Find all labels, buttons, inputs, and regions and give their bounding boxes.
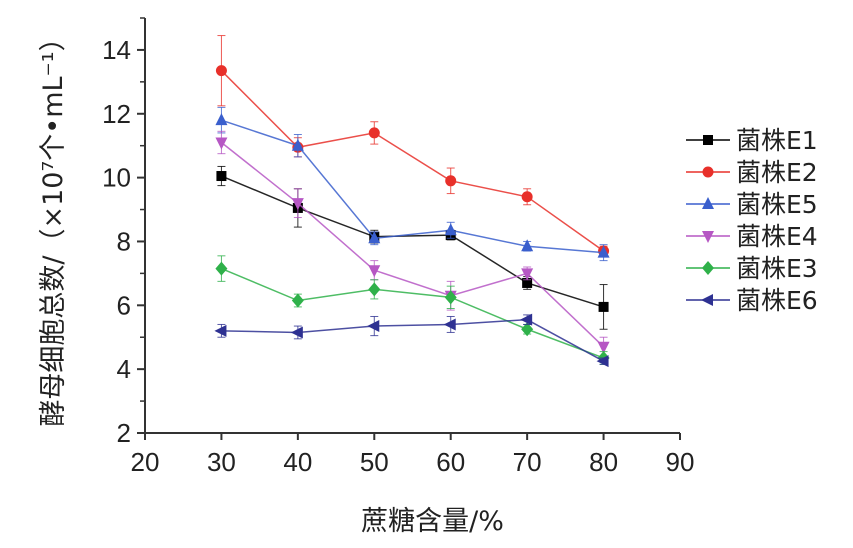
- legend-item: 菌株E1: [686, 126, 818, 155]
- data-point: [596, 355, 609, 368]
- data-point: [215, 65, 227, 77]
- series-line: [220, 141, 605, 348]
- legend-item: 菌株E2: [686, 158, 818, 187]
- y-tick-label: 12: [102, 99, 131, 129]
- series-菌株E4: [215, 130, 610, 357]
- data-point: [291, 198, 304, 211]
- x-tick-label: 30: [207, 447, 236, 477]
- data-point: [597, 245, 610, 258]
- legend-item: 菌株E5: [686, 190, 818, 219]
- data-point: [701, 294, 713, 306]
- legend-item: 菌株E4: [686, 222, 818, 251]
- x-axis-title: 蔗糖含量/%: [361, 506, 504, 537]
- data-point: [368, 231, 381, 244]
- data-point: [215, 113, 228, 126]
- legend-item: 菌株E6: [686, 286, 818, 315]
- series-line: [220, 70, 605, 252]
- legend-label: 菌株E3: [736, 254, 818, 283]
- data-point: [291, 138, 304, 151]
- data-point: [444, 290, 457, 305]
- y-tick-label: 2: [117, 418, 131, 448]
- y-tick-label: 14: [102, 35, 131, 65]
- data-point: [702, 261, 714, 275]
- series-line: [221, 119, 604, 254]
- series-菌株E6: [214, 313, 609, 368]
- data-point: [702, 166, 714, 178]
- data-point: [445, 175, 457, 187]
- axes: 20 30 40 50 60 70 80 90 2 4 6 8 10 12 14: [102, 17, 695, 477]
- data-point: [215, 137, 228, 150]
- y-axis-title: 酵母细胞总数/（×10⁷个•mL⁻¹）: [38, 24, 69, 426]
- legend-label: 菌株E2: [736, 158, 818, 187]
- data-point: [702, 231, 714, 243]
- data-point: [521, 191, 533, 203]
- data-point: [598, 301, 609, 312]
- data-point: [216, 171, 227, 182]
- data-point: [367, 320, 380, 333]
- x-tick-label: 70: [513, 447, 542, 477]
- legend-label: 菌株E4: [736, 222, 818, 251]
- data-point: [368, 265, 381, 278]
- legend-item: 菌株E3: [686, 254, 818, 283]
- legend-label: 菌株E1: [736, 126, 818, 155]
- x-tick-label: 90: [666, 447, 695, 477]
- data-point: [520, 313, 533, 326]
- series-菌株E5: [215, 106, 610, 262]
- series-line: [221, 267, 604, 359]
- legend-label: 菌株E6: [736, 286, 818, 315]
- data-point: [215, 261, 228, 276]
- x-tick-label: 60: [436, 447, 465, 477]
- data-point: [214, 324, 227, 337]
- series-line: [221, 175, 604, 308]
- data-point: [702, 197, 714, 209]
- data-point: [521, 239, 534, 252]
- x-tick-label: 80: [589, 447, 618, 477]
- data-point: [443, 318, 456, 331]
- data-point: [521, 322, 534, 337]
- data-point: [291, 293, 304, 308]
- legend: 菌株E1 菌株E2 菌株E5 菌株E4 菌株E3 菌株E6: [686, 126, 818, 315]
- x-tick-label: 20: [131, 447, 160, 477]
- data-point: [597, 341, 610, 354]
- legend-label: 菌株E5: [736, 190, 818, 219]
- data-point: [521, 268, 534, 281]
- x-tick-label: 40: [283, 447, 312, 477]
- data-point: [368, 282, 381, 297]
- x-tick-label: 50: [360, 447, 389, 477]
- data-point: [290, 326, 303, 339]
- y-tick-label: 10: [102, 163, 131, 193]
- series-菌株E3: [215, 255, 610, 365]
- data-point: [522, 277, 533, 288]
- y-tick-label: 8: [117, 226, 131, 256]
- data-point: [444, 223, 457, 236]
- series-line: [221, 318, 604, 362]
- series-layer: [214, 35, 610, 368]
- data-point: [368, 127, 380, 139]
- y-tick-label: 6: [117, 290, 131, 320]
- series-菌株E2: [215, 35, 610, 257]
- data-point: [703, 135, 713, 145]
- y-tick-label: 4: [117, 354, 131, 384]
